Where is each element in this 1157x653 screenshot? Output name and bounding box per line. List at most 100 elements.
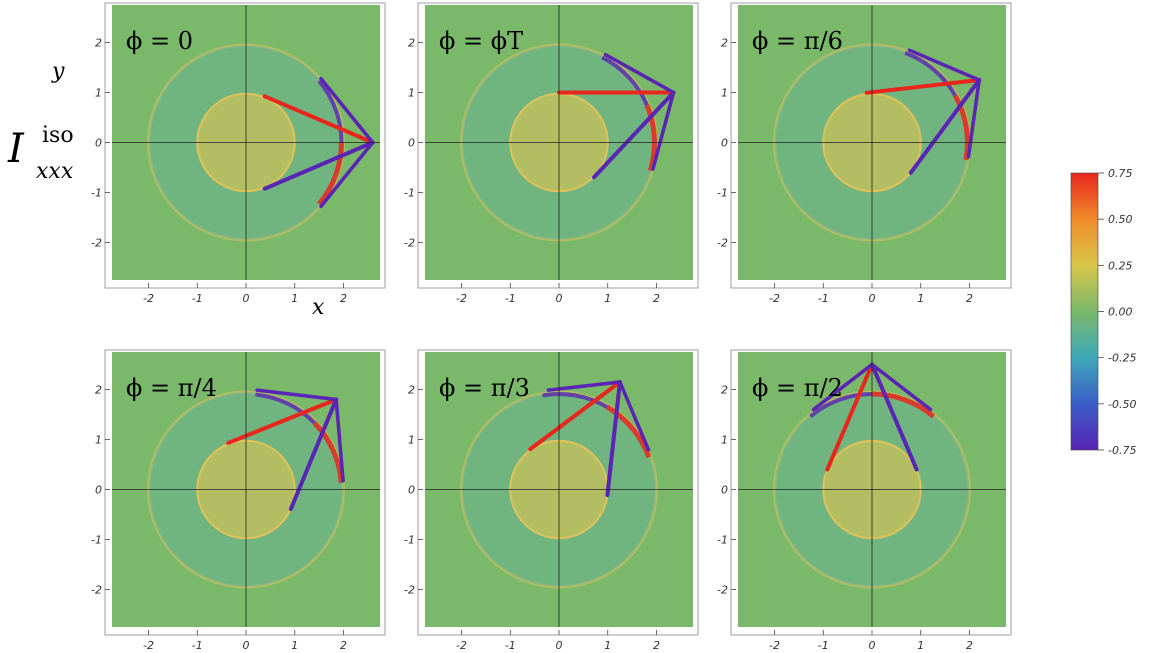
caustic-arc [255,392,316,425]
tangent-ray [262,94,375,145]
outer-tangent-ray [319,76,375,145]
caustic-arc [317,79,344,143]
caustic-arc [317,142,345,206]
y-tick-label: 1 [721,434,728,447]
x-tick-label: -2 [143,292,154,305]
outer-tangent-ray [618,380,651,452]
y-tick-label: 2 [408,37,415,50]
colorbar-tick-label: 0.25 [1108,259,1133,272]
caustic-arc [809,391,873,418]
x-tick-label: -1 [192,292,203,305]
x-tick-label: -2 [769,292,780,305]
panel-frame [104,349,386,636]
panel-1: -2 -1 0 1 2 2 1 0 -1 -2 ϕ = 0 [91,2,386,305]
x-tick-label: -2 [143,639,154,652]
panel-title: ϕ = π/3 [439,374,530,402]
caustic-arc [312,421,344,483]
caustic-arc [871,391,936,419]
tangent-ray [288,397,339,512]
quantity-label-sub: xxx [36,159,74,184]
x-tick-label: 0 [556,292,563,305]
y-tick-label: -2 [404,584,415,597]
y-tick-label: -1 [91,534,102,547]
x-tick-label: 2 [340,639,347,652]
panel-5: -2 -1 0 1 2 2 1 0 -1 -2 ϕ = π/3 [404,349,699,652]
outer-tangent-ray [546,380,622,392]
y-tick-label: -2 [404,237,415,250]
x-tick-label: 0 [869,639,876,652]
x-tick-label: 1 [604,292,611,305]
colorbar-tick-label: 0.75 [1108,167,1133,180]
x-tick-label: -2 [456,292,467,305]
panel-4: -2 -1 0 1 2 2 1 0 -1 -2 ϕ = π/4 [91,349,386,652]
outer-tangent-ray [811,362,874,412]
colorbar-tick-label: -0.25 [1108,352,1136,365]
x-tick-label: -1 [818,639,829,652]
y-tick-label: 2 [95,384,102,397]
x-tick-label: -1 [818,292,829,305]
y-tick-label: 2 [408,384,415,397]
x-tick-label: 2 [966,292,973,305]
x-variable-label: x [312,295,325,320]
y-tick-label: 2 [95,37,102,50]
panel-3: -2 -1 0 1 2 2 1 0 -1 -2 ϕ = π/6 [717,2,1012,305]
x-tick-label: 1 [604,639,611,652]
y-tick-label: 1 [95,434,102,447]
caustic-arc [542,392,609,409]
y-tick-label: -1 [717,187,728,200]
x-tick-label: 0 [243,639,250,652]
x-tick-label: 2 [653,292,660,305]
colorbar-tick-label: 0.50 [1108,213,1133,226]
caustic-arc [601,55,649,106]
y-tick-label: 0 [408,484,415,497]
x-tick-label: 0 [556,639,563,652]
panel-title: ϕ = π/6 [752,27,843,55]
panel-title: ϕ = π/2 [752,374,843,402]
tangent-ray [870,362,919,472]
y-tick-label: 1 [408,434,415,447]
y-tick-label: -2 [91,237,102,250]
y-tick-label: -1 [404,534,415,547]
x-tick-label: 1 [917,639,924,652]
y-tick-label: -1 [91,187,102,200]
outer-tangent-ray [870,362,933,412]
y-tick-label: 0 [95,484,102,497]
outer-tangent-ray [907,48,981,82]
panel-6: -2 -1 0 1 2 2 1 0 -1 -2 ϕ = π/2 [717,349,1012,652]
outer-tangent-ray [966,78,981,159]
y-tick-label: 0 [95,137,102,150]
caustic-arc [644,104,657,172]
x-tick-label: -1 [192,639,203,652]
y-tick-label: -2 [91,584,102,597]
tangent-ray [528,380,622,452]
x-tick-label: -1 [505,639,516,652]
outer-tangent-ray [334,397,345,483]
y-tick-label: 2 [721,37,728,50]
tangent-ray [908,78,982,175]
x-tick-label: -2 [769,639,780,652]
x-tick-label: 1 [917,292,924,305]
tangent-ray [825,362,874,472]
panel-frame [417,349,699,636]
y-tick-label: 0 [408,137,415,150]
panel-frame [104,2,386,289]
y-tick-label: 1 [408,87,415,100]
panel-title: ϕ = ϕT [439,27,523,55]
caustic-arc [904,51,957,97]
y-tick-label: -1 [404,187,415,200]
tangent-ray [864,78,982,95]
x-tick-label: -1 [505,292,516,305]
caustic-arc [952,94,970,161]
panel-frame [730,2,1012,289]
outer-tangent-ray [651,90,676,171]
x-tick-label: 0 [243,292,250,305]
panel-title: ϕ = π/4 [126,374,217,402]
x-tick-label: 1 [291,639,298,652]
y-variable-label: y [51,59,65,84]
tangent-ray [605,380,622,498]
y-tick-label: 0 [721,137,728,150]
quantity-label-main: I [7,126,25,172]
outer-tangent-ray [319,140,375,209]
caustic-arc [605,404,652,459]
y-tick-label: 1 [721,87,728,100]
